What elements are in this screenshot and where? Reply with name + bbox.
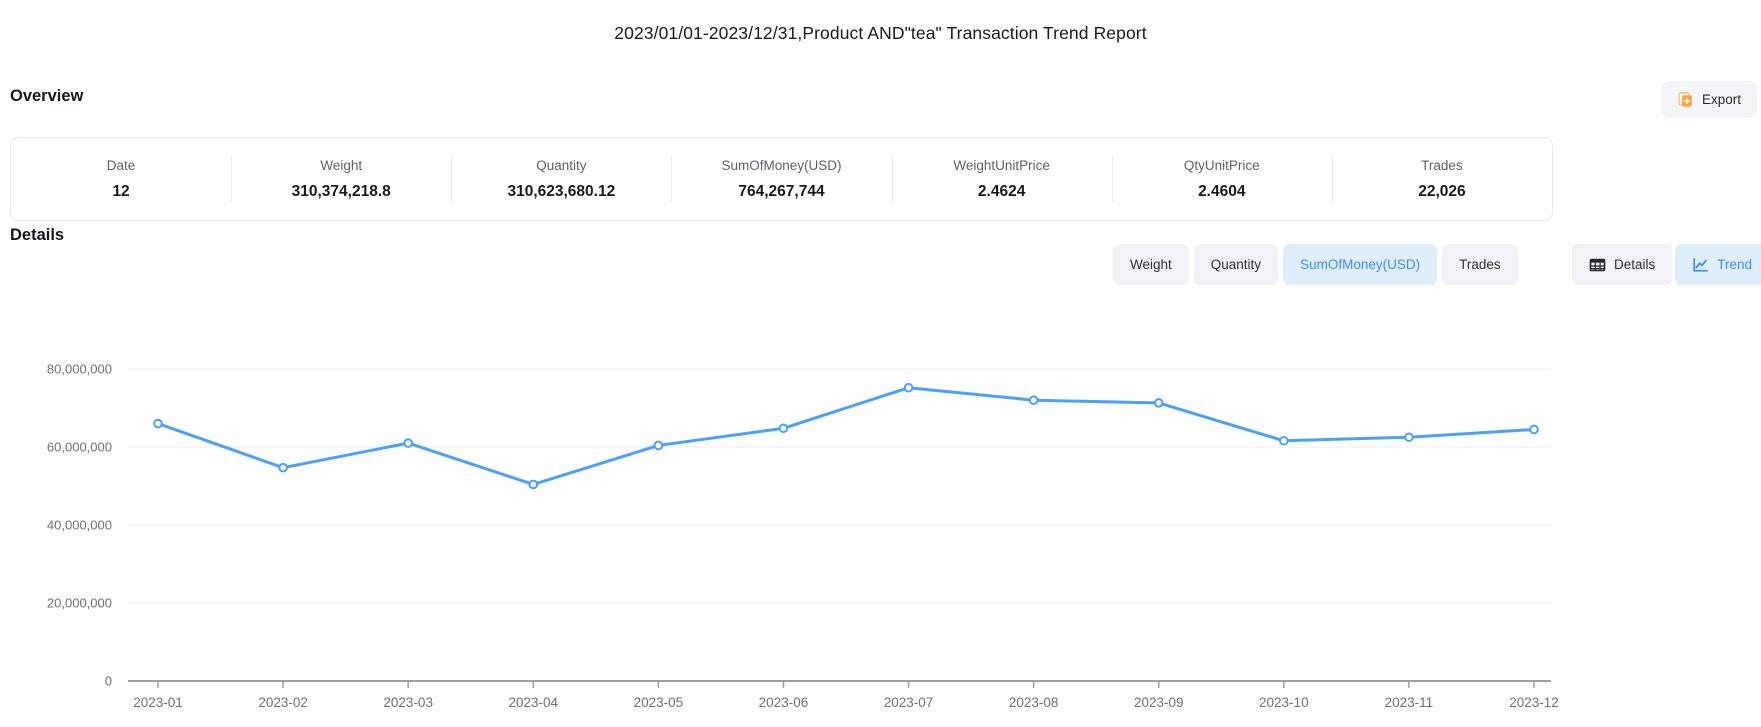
overview-heading: Overview <box>10 87 84 105</box>
stat-value: 12 <box>112 182 130 200</box>
x-axis-tick-label: 2023-08 <box>1009 695 1059 710</box>
stat-value: 310,374,218.8 <box>291 182 391 200</box>
stat-cell: WeightUnitPrice 2.4624 <box>892 156 1112 203</box>
stat-cell: Trades 22,026 <box>1332 156 1552 203</box>
x-axis-tick-label: 2023-05 <box>634 695 684 710</box>
x-axis-tick-label: 2023-12 <box>1509 695 1559 710</box>
x-axis-tick-label: 2023-01 <box>133 695 183 710</box>
stat-label: Quantity <box>536 157 587 173</box>
tab-label: Trend <box>1717 257 1753 272</box>
tab-quantity[interactable]: Quantity <box>1193 244 1279 285</box>
tab-trades[interactable]: Trades <box>1442 244 1518 285</box>
stat-cell: Quantity 310,623,680.12 <box>451 156 671 203</box>
stat-value: 764,267,744 <box>738 182 825 200</box>
x-axis-tick-label: 2023-06 <box>759 695 809 710</box>
chart-point[interactable] <box>1529 424 1539 435</box>
export-button-label: Export <box>1701 92 1741 107</box>
stat-value: 22,026 <box>1418 182 1466 200</box>
chart-point[interactable] <box>403 438 413 448</box>
tab-weight[interactable]: Weight <box>1113 244 1189 285</box>
chart-point[interactable] <box>1279 435 1289 446</box>
chart-point[interactable] <box>278 462 288 473</box>
stat-label: WeightUnitPrice <box>953 157 1050 173</box>
chart-point[interactable] <box>903 382 914 393</box>
tab-label: Quantity <box>1210 257 1262 272</box>
stat-cell: SumOfMoney(USD) 764,267,744 <box>671 156 891 203</box>
view-tab-group: Details Trend <box>1572 244 1761 285</box>
x-axis-tick-label: 2023-11 <box>1385 695 1434 710</box>
x-axis-tick-label: 2023-07 <box>884 695 934 710</box>
stat-label: Date <box>106 157 136 173</box>
y-axis-tick-label: 0 <box>105 674 112 689</box>
stat-label: QtyUnitPrice <box>1183 157 1260 173</box>
tab-label: Trades <box>1459 257 1501 272</box>
overview-stat-card: Date 12 Weight 310,374,218.8 Quantity 31… <box>10 137 1553 221</box>
y-axis-tick-label: 20,000,000 <box>47 596 112 611</box>
stat-value: 310,623,680.12 <box>507 182 616 200</box>
stat-cell: QtyUnitPrice 2.4604 <box>1112 156 1332 203</box>
trend-line <box>156 386 1536 486</box>
tab-label: Weight <box>1130 257 1172 272</box>
x-axis-tick-label: 2023-10 <box>1259 695 1309 710</box>
trend-chart: 0 20,000,000 40,000,000 60,000,000 80,000,00… <box>0 300 1761 727</box>
tab-trend[interactable]: Trend <box>1675 244 1761 285</box>
stat-value: 2.4604 <box>1198 182 1246 200</box>
x-axis-tick-label: 2023-03 <box>383 695 433 710</box>
stat-cell: Weight 310,374,218.8 <box>231 156 451 203</box>
y-axis-tick-label: 80,000,000 <box>47 362 112 377</box>
chart-point[interactable] <box>778 423 789 434</box>
chart-point[interactable] <box>1028 395 1039 405</box>
table-icon <box>1589 257 1606 273</box>
export-button[interactable]: Export <box>1660 81 1757 118</box>
chart-point[interactable] <box>653 440 664 451</box>
chart-point[interactable] <box>153 418 163 429</box>
metric-tab-group: Weight Quantity SumOfMoney(USD) Trades <box>1113 244 1518 285</box>
stat-cell: Date 12 <box>11 156 231 203</box>
details-heading: Details <box>10 226 65 244</box>
stat-label: SumOfMoney(USD) <box>721 157 842 173</box>
stat-value: 2.4624 <box>977 182 1026 200</box>
stat-label: Trades <box>1421 157 1463 173</box>
tab-label: Details <box>1614 257 1656 272</box>
y-axis-tick-label: 40,000,000 <box>47 518 112 533</box>
chart-point[interactable] <box>528 479 539 490</box>
x-axis-tick-label: 2023-02 <box>258 695 308 710</box>
x-axis-tick-label: 2023-09 <box>1134 695 1184 710</box>
tab-details[interactable]: Details <box>1572 244 1673 285</box>
trend-icon <box>1692 257 1709 273</box>
chart-point[interactable] <box>1153 398 1164 408</box>
stat-label: Weight <box>320 157 363 173</box>
export-icon <box>1677 91 1694 108</box>
y-axis-tick-label: 60,000,000 <box>47 440 112 455</box>
tab-sumofmoney-usd[interactable]: SumOfMoney(USD) <box>1283 244 1438 285</box>
x-axis-tick-label: 2023-04 <box>508 695 558 710</box>
page-title: 2023/01/01-2023/12/31,Product AND"tea" T… <box>614 23 1147 43</box>
chart-point[interactable] <box>1404 432 1414 443</box>
tab-label: SumOfMoney(USD) <box>1300 257 1421 272</box>
